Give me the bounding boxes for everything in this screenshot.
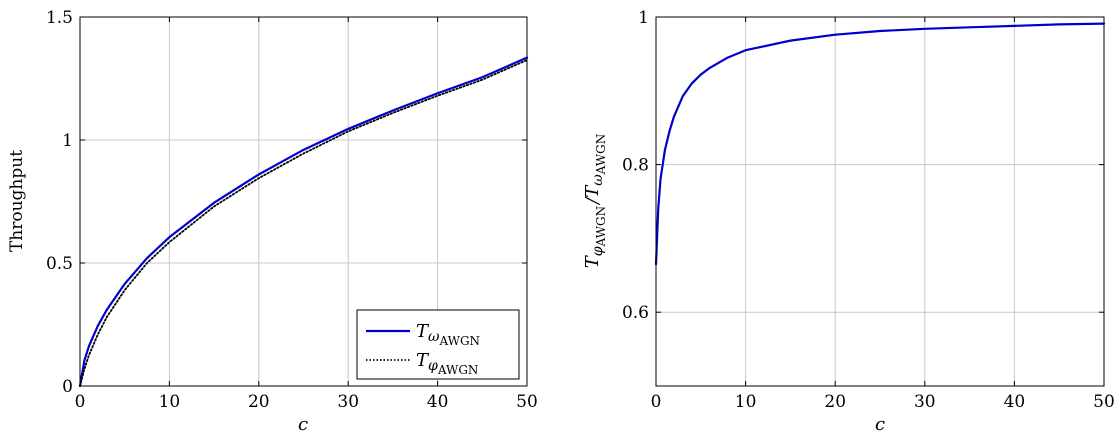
left-y-axis-label: Throughput <box>7 150 27 252</box>
left-y-tick-label: 1.5 <box>46 8 73 28</box>
legend-label-phi: TφAWGN <box>416 350 478 377</box>
right-plot-frame <box>655 16 1105 387</box>
left-series-group <box>78 56 529 388</box>
left-x-tick-label: 20 <box>248 392 270 412</box>
left-x-tick-label: 30 <box>337 392 359 412</box>
right-y-tick-label: 1 <box>638 8 649 28</box>
right-x-tick-label: 20 <box>824 392 846 412</box>
left-legend: TωAWGN TφAWGN <box>356 309 520 380</box>
left-x-tick-label: 50 <box>516 392 538 412</box>
right-chart: 0 10 20 30 40 50 0.6 0.8 1 c TφAWGN/TωAWGN <box>582 8 1115 435</box>
right-y-ticks: 0.6 0.8 1 <box>622 8 1104 323</box>
left-series-line-0 <box>78 56 529 388</box>
left-x-ticks: 0 10 20 30 40 50 <box>75 17 538 412</box>
right-x-axis-label: c <box>875 414 885 435</box>
left-y-ticks: 0 0.5 1 1.5 <box>46 8 527 397</box>
left-x-axis-label: c <box>298 414 308 435</box>
left-y-tick-label: 1 <box>62 131 73 151</box>
legend-label-omega: TωAWGN <box>416 321 480 348</box>
left-x-tick-label: 40 <box>427 392 449 412</box>
legend-box <box>356 309 520 380</box>
left-plot-frame <box>79 16 528 387</box>
left-series-line-1 <box>79 59 528 387</box>
right-plot-area <box>656 17 1104 386</box>
right-series-line-0 <box>654 22 1106 266</box>
right-x-tick-label: 30 <box>914 392 936 412</box>
right-x-tick-label: 40 <box>1004 392 1026 412</box>
right-x-ticks: 0 10 20 30 40 50 <box>651 17 1115 412</box>
left-x-tick-label: 0 <box>75 392 86 412</box>
left-chart: 0 10 20 30 40 50 0 0.5 1 1.5 c Throughput TωAWGN… <box>7 8 538 435</box>
right-x-tick-label: 50 <box>1093 392 1115 412</box>
right-x-tick-label: 10 <box>735 392 757 412</box>
left-x-tick-label: 10 <box>159 392 181 412</box>
right-y-tick-label: 0.8 <box>622 156 649 176</box>
right-series-group <box>654 22 1106 266</box>
right-y-axis-label: TφAWGN/TωAWGN <box>582 134 608 269</box>
right-x-tick-label: 0 <box>651 392 662 412</box>
left-y-tick-label: 0 <box>62 377 73 397</box>
right-y-tick-label: 0.6 <box>622 303 649 323</box>
left-y-tick-label: 0.5 <box>46 254 73 274</box>
